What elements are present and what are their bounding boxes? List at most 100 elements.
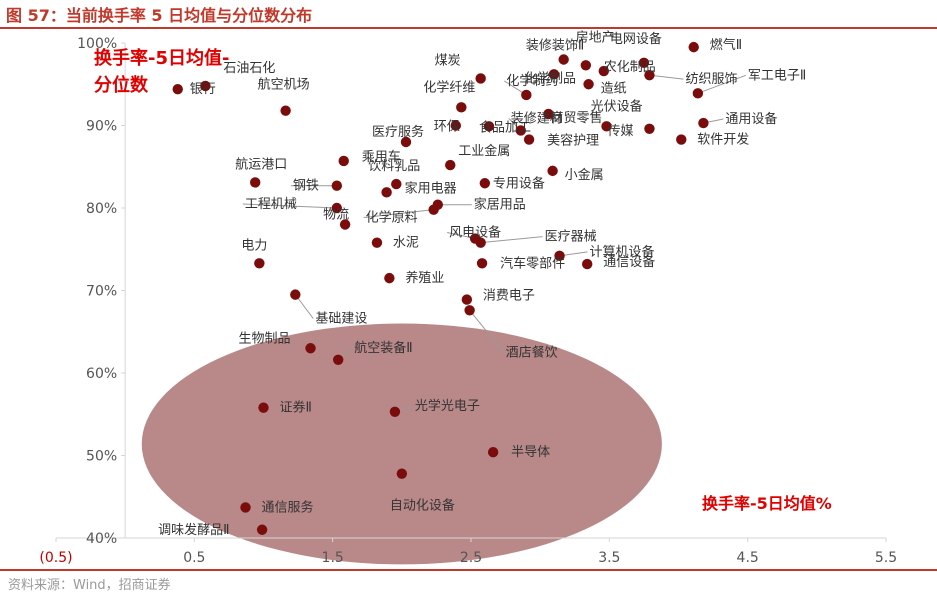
x-tick-label: 4.5 [737,550,759,566]
point-label: 家居用品 [474,197,526,213]
point-label: 饮料乳品 [368,159,420,174]
leader-line [649,74,684,80]
point-label: 石油石化 [223,61,275,76]
point-label: 化学制品 [524,70,576,86]
y-tick-label: 70% [86,284,117,300]
point-label: 调味发酵品Ⅱ [158,522,229,538]
point-label: 光学光电子 [415,398,480,414]
point-label: 航空机场 [258,77,310,93]
scatter-point [487,447,499,458]
point-label: 航空装备Ⅱ [354,340,412,356]
y-tick-label: 40% [86,531,117,547]
point-label: 通信服务 [262,499,314,515]
point-label: 光伏设备 [591,98,643,114]
y-axis-label: 换手率-5日均值-分位数 [94,48,230,96]
leader-line [697,74,747,94]
scatter-point [333,354,344,365]
x-tick-label: 1.5 [322,550,344,566]
point-label: 化学纤维 [423,79,475,95]
title-divider [0,27,937,29]
scatter-point [240,502,251,513]
scatter-point [445,159,456,171]
point-label: 军工电子Ⅱ [748,68,806,83]
point-label: 风电设备 [449,225,501,241]
scatter-point [476,258,488,269]
axes: 40% 50% 60% 70% 80% 90% 100% (0.5) 0.5 1.5 2.5 3.5 4… [39,36,897,566]
scatter-point [583,79,594,90]
point-label: 酒店餐饮 [506,344,558,360]
scatter-point [475,73,486,84]
point-label: 通信设备 [603,254,655,270]
point-label: 证券Ⅱ [280,400,312,416]
leader-line [363,209,434,219]
scatter-point [305,343,316,354]
scatter-point [475,237,486,248]
scatter-point [371,237,383,248]
scatter-point [396,468,408,479]
y-tick-label: 90% [86,119,117,135]
y-tick-label: 100% [77,36,117,52]
scatter-point [456,102,467,113]
scatter-chart: 40% 50% 60% 70% 80% 90% 100% (0.5) 0.5 1.5 2.5 3.5 4… [39,30,897,567]
footer-divider [0,569,937,571]
scatter-point [339,219,351,230]
source-note: 资料来源：Wind，招商证券 [8,578,171,593]
scatter-point [598,65,609,77]
point-label: 钢铁 [293,179,319,194]
scatter-point [521,89,532,101]
highlight-ellipse-layer [141,323,662,565]
scatter-point [688,41,699,53]
leader-line [480,236,543,244]
scatter-point [331,202,343,214]
point-label: 纺织服饰 [685,72,737,87]
scatter-point [400,136,412,148]
scatter-point [256,524,268,535]
scatter-point [638,57,650,68]
scatter-point [548,69,560,80]
leader-line [242,203,337,209]
scatter-point [483,121,495,132]
scatter-point [698,117,709,129]
point-label: 生物制品 [239,331,291,346]
point-label: 银行 [190,82,216,97]
point-label: 造纸 [601,81,627,96]
scatter-point [580,60,592,71]
scatter-point [338,155,349,167]
scatter-point [381,187,392,198]
point-label: 乘用车 [362,149,401,165]
point-label: 电网设备 [610,31,662,47]
scatter-point [331,180,343,191]
point-label: 装修装饰Ⅱ [526,38,584,53]
scatter-point [280,105,291,116]
point-label: 装修建材 [511,111,563,126]
point-label: 美容护理 [547,133,599,149]
highlight-ellipse [141,323,662,565]
point-label: 房地产 [576,30,615,46]
scatter-point [692,88,704,99]
y-tick-label: 50% [86,449,117,465]
scatter-point [290,289,301,300]
leader-lines [242,74,747,413]
data-points [172,41,709,535]
y-tick-label: 80% [86,201,117,217]
x-tick-label: 5.5 [875,550,897,566]
scatter-point [450,120,461,131]
scatter-point [464,305,475,316]
point-label: 环保 [434,120,460,135]
point-label: 小金属 [565,167,604,183]
point-label: 半导体 [511,445,550,460]
point-label: 传媒 [607,124,633,139]
scatter-point [172,84,183,95]
point-label: 燃气Ⅱ [710,37,742,53]
scatter-point [384,272,395,284]
x-axis-label: 换手率-5日均值% [702,494,832,513]
scatter-point [644,69,655,81]
scatter-point [391,178,402,190]
scatter-point [200,80,211,92]
point-label: 养殖业 [405,270,444,286]
point-label: 化学制药 [506,73,558,89]
scatter-point [479,178,491,189]
point-label: 软件开发 [697,132,749,148]
scatter-point [547,165,558,177]
